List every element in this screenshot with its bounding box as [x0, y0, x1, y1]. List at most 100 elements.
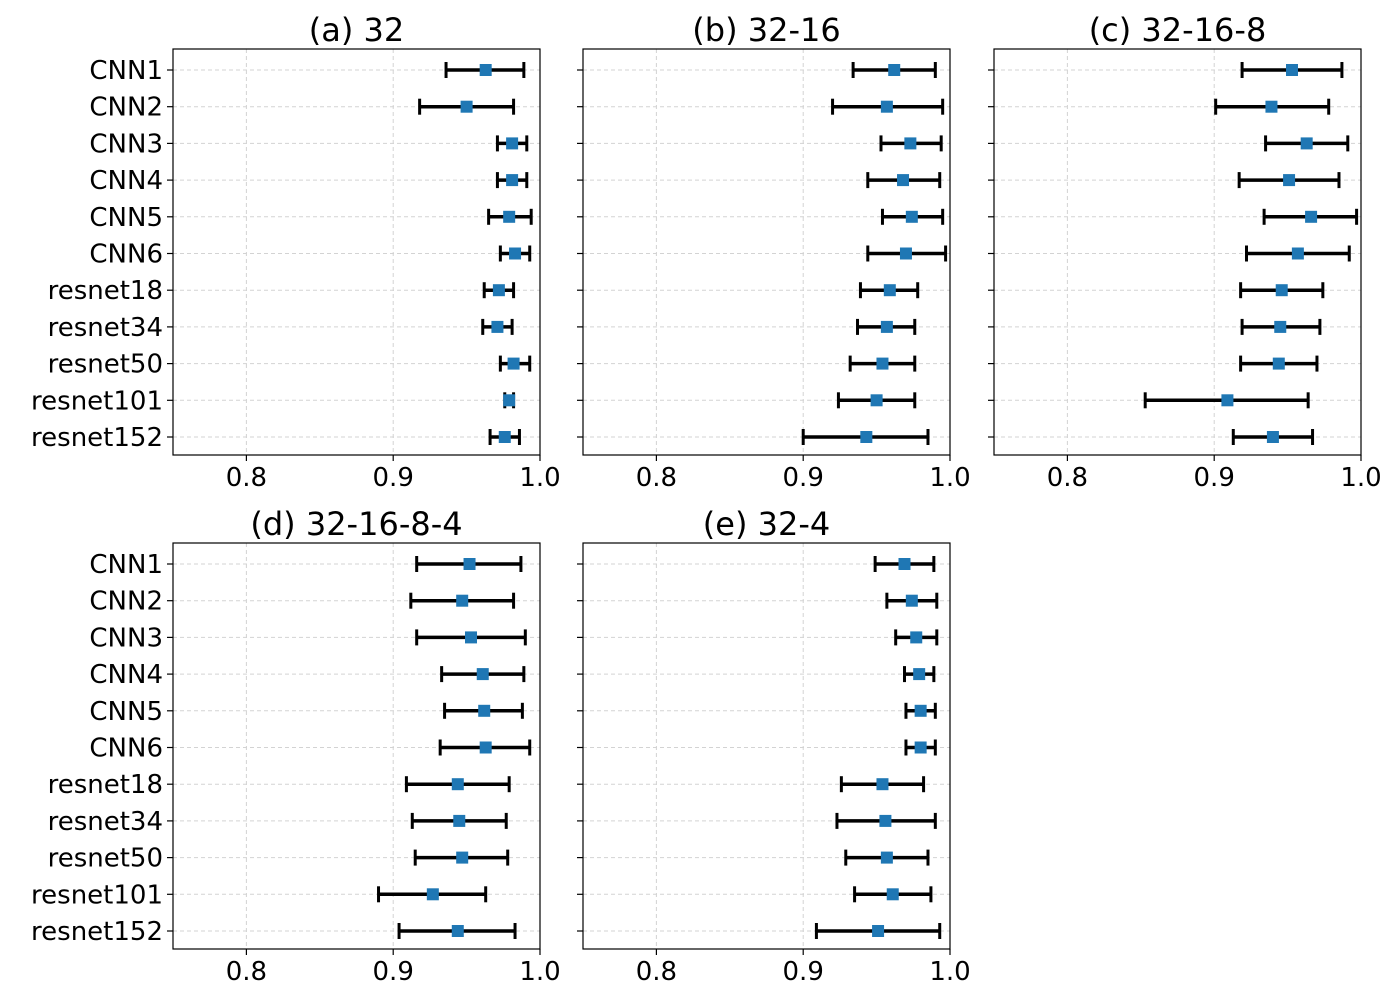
data-point-resnet50 — [1272, 357, 1285, 370]
y-tick-label: CNN4 — [89, 166, 163, 196]
y-tick-label: CNN4 — [89, 660, 163, 690]
y-tick-label: resnet152 — [31, 917, 163, 947]
panel-3: 0.8 0.9 1.0 (c) 32-16-8 — [988, 11, 1382, 493]
y-tick-label: resnet152 — [31, 423, 163, 453]
y-tick-label: resnet50 — [48, 844, 163, 874]
y-tick-label: CNN6 — [89, 734, 163, 764]
data-point-resnet34 — [1274, 320, 1287, 333]
data-point-CNN1 — [479, 64, 492, 76]
x-tick-label: 0.8 — [636, 463, 677, 493]
y-tick-label: resnet18 — [48, 276, 163, 306]
data-point-resnet34 — [491, 320, 504, 333]
panel-1: CNN1 CNN2 CNN3 CNN4 CNN5 CNN6 resnet18 resnet34… — [31, 11, 561, 493]
x-tick-label: 0.9 — [783, 463, 824, 493]
x-tick-label: 0.9 — [783, 957, 824, 987]
axes-frame — [993, 48, 1362, 456]
data-point-resnet18 — [1275, 284, 1288, 297]
panel-4: CNN1 CNN2 CNN3 CNN4 CNN5 CNN6 resnet18 resnet34… — [31, 505, 561, 987]
x-tick-label: 0.8 — [1047, 463, 1088, 493]
x-tick-label: 0.9 — [373, 957, 414, 987]
y-tick-label: CNN1 — [89, 56, 163, 86]
y-tick-label: CNN5 — [89, 203, 163, 233]
data-point-resnet34 — [453, 814, 466, 827]
data-point-CNN4 — [1283, 174, 1296, 187]
data-point-CNN3 — [1300, 137, 1313, 150]
data-point-CNN3 — [910, 631, 923, 644]
data-point-resnet18 — [883, 284, 896, 297]
data-point-resnet50 — [456, 851, 469, 864]
y-tick-label: resnet101 — [31, 880, 163, 910]
data-point-CNN5 — [1305, 210, 1318, 223]
data-point-CNN5 — [905, 210, 918, 223]
data-point-CNN2 — [460, 100, 473, 113]
y-tick-label: CNN3 — [89, 129, 163, 159]
data-point-resnet101 — [503, 394, 516, 407]
data-point-CNN5 — [478, 704, 491, 717]
panel-title: (c) 32-16-8 — [1089, 11, 1267, 49]
data-point-CNN1 — [463, 558, 476, 570]
data-point-CNN6 — [1291, 247, 1304, 260]
y-tick-label: CNN3 — [89, 623, 163, 653]
data-point-resnet101 — [1221, 394, 1234, 407]
data-point-CNN5 — [914, 704, 927, 717]
x-tick-label: 1.0 — [929, 957, 970, 987]
data-point-resnet101 — [426, 888, 439, 901]
data-point-CNN6 — [914, 741, 927, 754]
data-point-resnet18 — [492, 284, 505, 297]
panel-5: 0.8 0.9 1.0 (e) 32-4 — [577, 505, 971, 987]
y-tick-label: CNN6 — [89, 240, 163, 270]
data-point-resnet152 — [498, 431, 511, 443]
x-tick-label: 0.9 — [373, 463, 414, 493]
data-point-CNN2 — [456, 594, 469, 607]
data-point-CNN6 — [899, 247, 912, 260]
panel-title: (e) 32-4 — [703, 505, 830, 543]
panel-2: 0.8 0.9 1.0 (b) 32-16 — [577, 11, 971, 493]
y-tick-label: resnet101 — [31, 386, 163, 416]
axes-frame — [582, 542, 951, 950]
data-point-resnet18 — [876, 778, 889, 791]
data-point-resnet34 — [879, 814, 892, 827]
y-tick-label: CNN2 — [89, 587, 163, 617]
data-point-CNN3 — [465, 631, 478, 644]
data-point-CNN6 — [509, 247, 522, 260]
data-point-resnet18 — [451, 778, 464, 791]
x-tick-label: 1.0 — [1340, 463, 1381, 493]
y-tick-label: resnet34 — [48, 807, 163, 837]
axes-frame — [172, 48, 541, 456]
data-point-resnet34 — [880, 320, 893, 333]
data-point-CNN1 — [1286, 64, 1299, 76]
axes-frame — [172, 542, 541, 950]
x-tick-label: 0.8 — [226, 957, 267, 987]
y-tick-label: resnet50 — [48, 350, 163, 380]
data-point-resnet101 — [886, 888, 899, 901]
data-point-resnet50 — [876, 357, 889, 370]
panel-title: (d) 32-16-8-4 — [250, 505, 462, 543]
y-tick-label: CNN2 — [89, 93, 163, 123]
y-tick-label: CNN5 — [89, 697, 163, 727]
y-tick-label: CNN1 — [89, 550, 163, 580]
data-point-CNN4 — [476, 668, 489, 681]
data-point-resnet152 — [451, 925, 464, 937]
data-point-CNN2 — [1265, 100, 1278, 113]
x-tick-label: 0.8 — [636, 957, 677, 987]
data-point-CNN4 — [897, 174, 910, 187]
y-tick-label: resnet18 — [48, 770, 163, 800]
x-tick-label: 1.0 — [519, 957, 560, 987]
data-point-CNN1 — [898, 558, 911, 570]
x-tick-label: 1.0 — [519, 463, 560, 493]
data-point-CNN3 — [904, 137, 917, 150]
x-tick-label: 0.8 — [226, 463, 267, 493]
data-point-CNN4 — [913, 668, 926, 681]
x-tick-label: 1.0 — [929, 463, 970, 493]
data-point-resnet152 — [872, 925, 885, 937]
data-point-CNN5 — [503, 210, 516, 223]
data-point-resnet50 — [507, 357, 520, 370]
data-point-resnet152 — [1266, 431, 1279, 443]
data-point-CNN2 — [905, 594, 918, 607]
data-point-resnet152 — [860, 431, 873, 443]
x-tick-label: 0.9 — [1194, 463, 1235, 493]
panel-title: (a) 32 — [309, 11, 404, 49]
data-point-CNN6 — [479, 741, 492, 754]
data-point-resnet101 — [870, 394, 883, 407]
